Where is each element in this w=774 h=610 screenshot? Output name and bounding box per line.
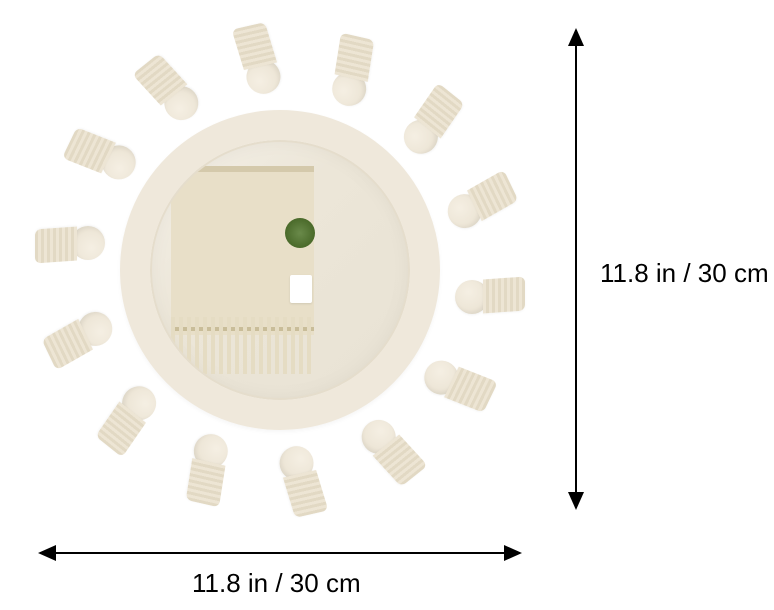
tassel xyxy=(270,441,334,520)
dimension-line-horizontal xyxy=(40,552,520,554)
tassel-fringe xyxy=(186,458,226,507)
tassel-fringe xyxy=(232,22,277,70)
dimension-height-label: 11.8 in / 30 cm xyxy=(600,258,769,289)
tassel xyxy=(416,346,501,421)
tassel xyxy=(59,119,144,194)
tassel xyxy=(438,164,523,239)
macrame-frame-rim xyxy=(120,110,440,430)
arrow-right-icon xyxy=(504,545,522,561)
tassel-fringe xyxy=(483,277,525,314)
tassel xyxy=(127,47,210,133)
tassel xyxy=(88,376,171,462)
tassel xyxy=(35,220,105,270)
tassel xyxy=(455,270,525,320)
tassel-fringe xyxy=(35,227,77,264)
dimension-line-vertical xyxy=(575,30,577,508)
arrow-down-icon xyxy=(568,492,584,510)
tassel xyxy=(225,20,289,99)
tassel-fringe xyxy=(283,470,328,518)
tassel xyxy=(319,31,383,110)
arrow-left-icon xyxy=(38,545,56,561)
tassel xyxy=(38,301,123,376)
tassel xyxy=(389,79,472,165)
dimension-width-label: 11.8 in / 30 cm xyxy=(192,568,361,599)
product-image xyxy=(40,30,520,510)
tassel xyxy=(177,429,241,508)
tassel xyxy=(350,407,433,493)
arrow-up-icon xyxy=(568,28,584,46)
tassel-fringe xyxy=(335,33,375,82)
